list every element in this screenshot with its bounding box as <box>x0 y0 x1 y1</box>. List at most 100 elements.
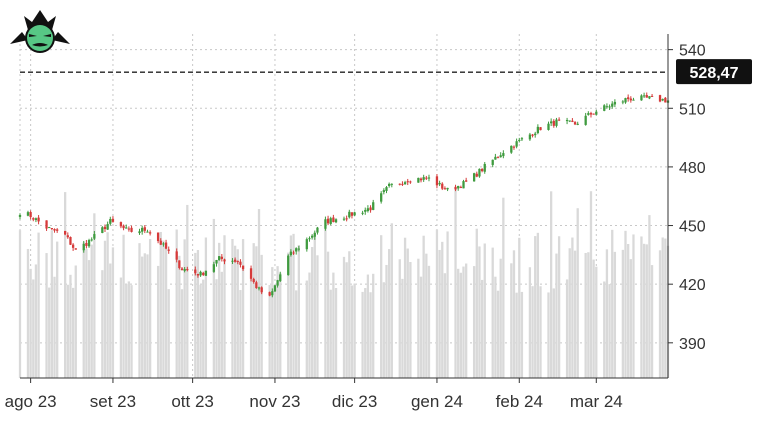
candle-body <box>199 271 202 276</box>
x-tick-label: dic 23 <box>332 392 377 411</box>
volume-bar <box>109 263 112 378</box>
candle-body <box>491 159 494 165</box>
candle-body <box>218 256 221 261</box>
candle-body <box>316 227 319 233</box>
candle-body <box>382 190 385 193</box>
volume-bar <box>204 237 208 378</box>
candle-body <box>472 173 476 182</box>
candle-body <box>573 122 577 125</box>
candle-body <box>297 248 301 250</box>
candle-body <box>438 182 441 185</box>
volume-bar <box>186 204 189 378</box>
y-tick-label: 480 <box>679 160 706 177</box>
y-tick-label: 420 <box>679 277 706 294</box>
volume-bar <box>642 243 646 378</box>
volume-bar <box>48 287 51 378</box>
volume-bar <box>518 237 521 378</box>
volume-bar <box>255 246 258 378</box>
x-tick-label: nov 23 <box>249 392 300 411</box>
candle-body <box>515 141 518 147</box>
logo-face <box>27 25 53 51</box>
volume-bar <box>66 284 69 378</box>
volume-bar <box>425 253 428 378</box>
volume-bar <box>329 289 332 378</box>
volume-bar <box>90 244 93 378</box>
candle-body <box>178 260 181 269</box>
candle-body <box>111 218 115 222</box>
candle-body <box>645 95 648 98</box>
logo-eye-left <box>29 34 37 37</box>
candle-body <box>390 183 393 185</box>
current-price-tag <box>676 59 752 85</box>
candle-body <box>90 239 93 241</box>
volume-bar <box>496 290 500 378</box>
volume-bar <box>480 279 484 378</box>
candle-body <box>204 270 208 276</box>
volume-bar <box>93 213 96 378</box>
candle-body <box>106 224 109 230</box>
candle-body <box>252 278 255 283</box>
volume-bar <box>587 252 590 378</box>
volume-bar <box>539 286 542 378</box>
axes: 540 510 480 450 420 390 ago 23 set 23 ott 23 nov … <box>5 34 706 411</box>
candle-body <box>138 231 141 234</box>
candle-body <box>398 183 401 185</box>
candle-body <box>369 207 372 211</box>
volume-bar <box>603 281 606 378</box>
candle-body <box>401 183 404 185</box>
candle-body <box>93 234 96 239</box>
volume-bar <box>130 285 133 378</box>
volume-bar <box>350 285 354 378</box>
volume-bar <box>531 286 534 378</box>
volume-bar <box>472 266 476 378</box>
logo-mustache <box>32 43 48 47</box>
candle-body <box>167 249 170 251</box>
candle-body <box>29 212 32 218</box>
volume-bar <box>63 192 67 378</box>
candle-body <box>279 274 282 282</box>
volume-bar <box>220 271 223 378</box>
logo-horn-left <box>10 32 28 44</box>
volume-bar <box>287 252 290 378</box>
candle-body <box>183 269 186 271</box>
volume-bar <box>231 239 234 378</box>
candle-body <box>611 103 614 107</box>
volume-bar <box>159 231 162 378</box>
volume-bar <box>111 247 115 378</box>
volume-bar <box>364 288 367 378</box>
candle-body <box>119 222 123 227</box>
candle-body <box>87 240 91 247</box>
volume-bar <box>297 244 301 378</box>
volume-bar <box>215 279 218 378</box>
volume-bar <box>640 236 643 378</box>
candle-body <box>605 106 609 108</box>
candle-body <box>613 101 617 105</box>
volume-bar <box>308 272 311 378</box>
volume-bar <box>372 273 375 378</box>
volume-bar <box>87 260 91 378</box>
volume-bar <box>212 218 216 378</box>
candle-body <box>212 264 216 272</box>
candle-body <box>162 243 165 245</box>
candle-body <box>608 106 611 108</box>
candle-body <box>71 244 75 248</box>
volume-bar <box>502 197 505 378</box>
volume-bar <box>29 268 32 378</box>
candle-body <box>664 97 667 103</box>
volume-bar <box>178 255 181 378</box>
candle-body <box>547 123 550 130</box>
candle-body <box>565 119 569 122</box>
y-tick-label: 510 <box>679 101 706 118</box>
volume-bar <box>441 241 444 378</box>
volume-bar <box>74 265 77 378</box>
candle-body <box>101 227 104 233</box>
volume-bar <box>398 259 401 378</box>
candle-body <box>642 95 646 97</box>
volume-bar <box>478 246 481 378</box>
candle-body <box>249 268 253 279</box>
candle-body <box>568 120 571 122</box>
candle-body <box>122 225 125 229</box>
candle-body <box>45 220 48 229</box>
